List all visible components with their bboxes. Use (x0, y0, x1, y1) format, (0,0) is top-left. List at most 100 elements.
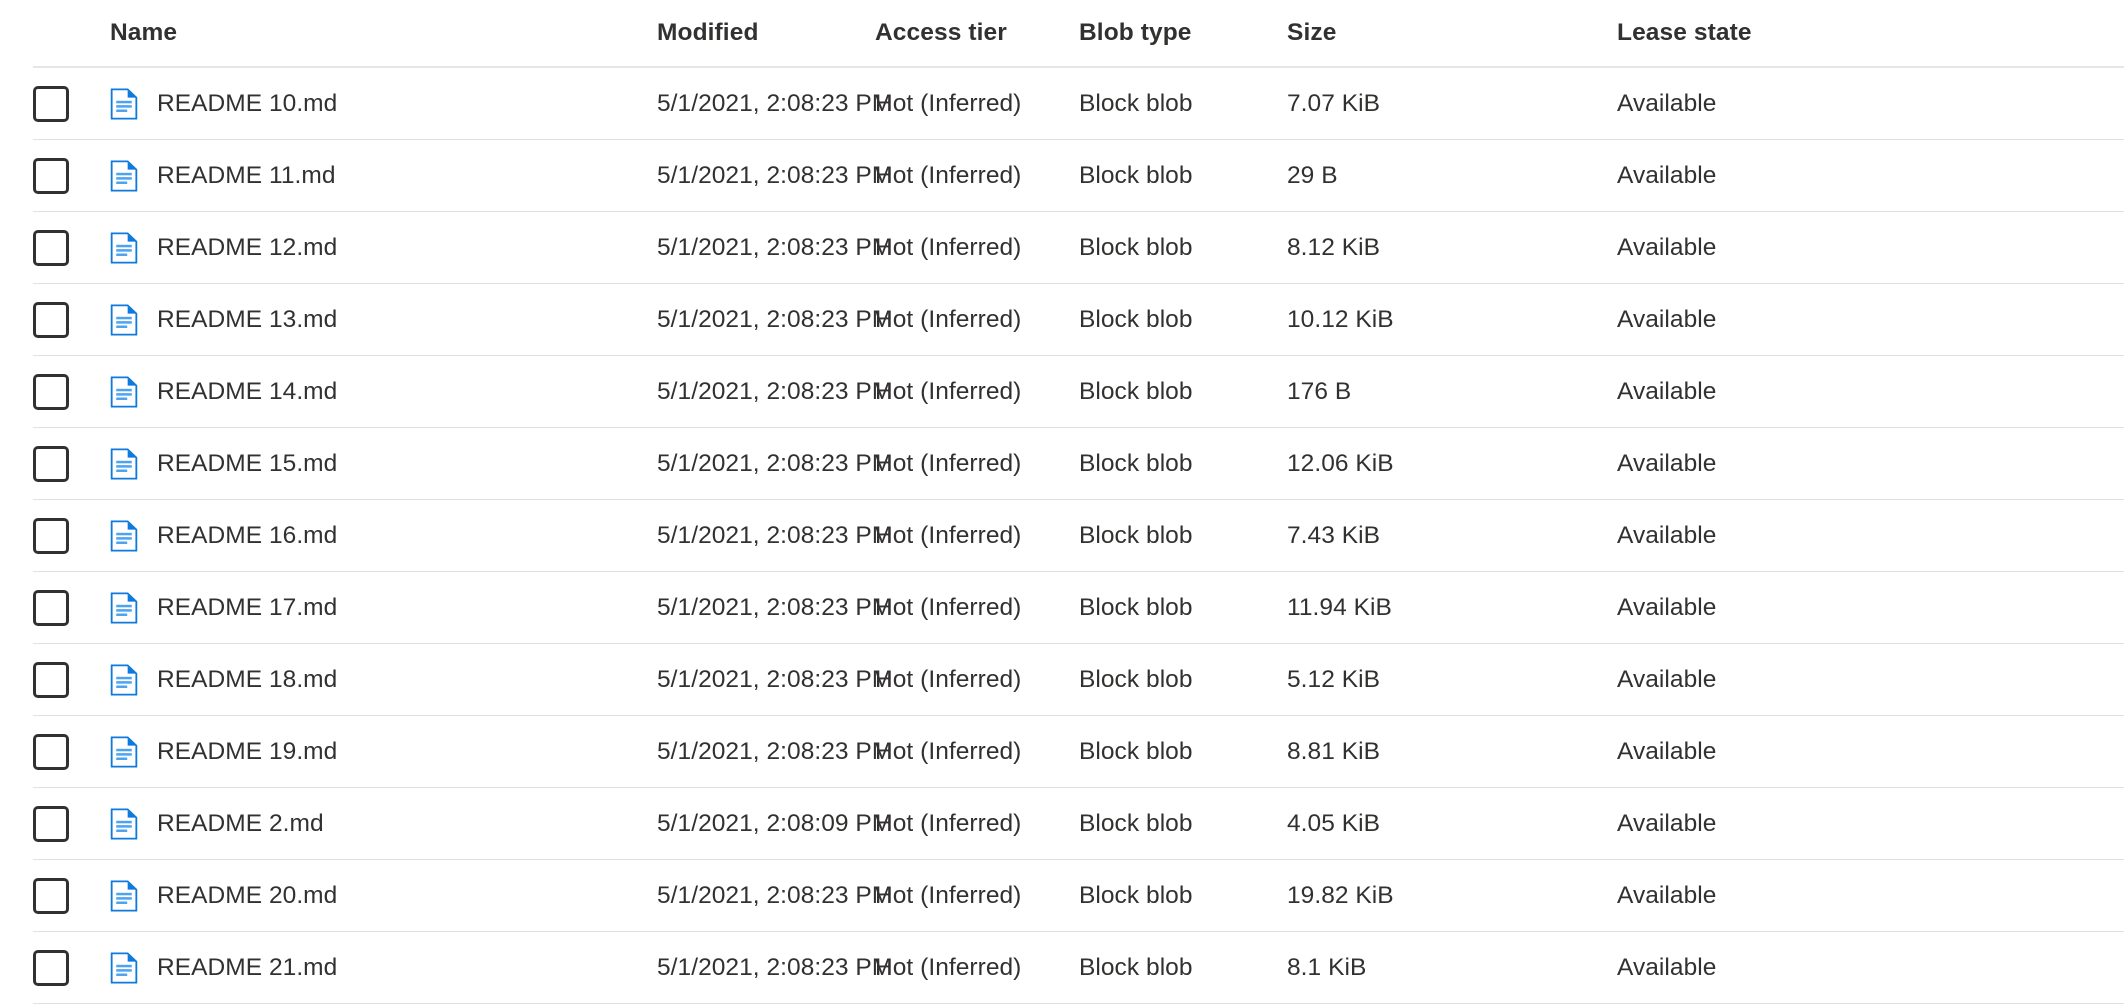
cell-name[interactable]: README 17.md (110, 591, 657, 624)
cell-name[interactable]: README 19.md (110, 735, 657, 768)
table-row[interactable]: README 2.md 5/1/2021, 2:08:09 PM Hot (Infe… (0, 788, 2124, 859)
file-name-link[interactable]: README 13.md (157, 305, 338, 333)
cell-modified: 5/1/2021, 2:08:09 PM (657, 809, 893, 837)
cell-access-tier: Hot (Inferred) (875, 665, 1022, 693)
cell-lease-state: Available (1617, 377, 1717, 405)
column-header-modified[interactable]: Modified (657, 19, 759, 46)
row-checkbox-cell[interactable] (33, 373, 78, 410)
row-divider (33, 715, 2124, 716)
column-header-blob-type[interactable]: Blob type (1079, 19, 1192, 46)
table-row[interactable]: README 18.md 5/1/2021, 2:08:23 PM Hot (Inf… (0, 644, 2124, 715)
row-checkbox-cell[interactable] (33, 517, 78, 554)
file-name-link[interactable]: README 21.md (157, 953, 338, 981)
cell-size: 11.94 KiB (1287, 593, 1392, 621)
cell-access-tier: Hot (Inferred) (875, 593, 1022, 621)
row-checkbox-cell[interactable] (33, 733, 78, 770)
table-row[interactable]: README 17.md 5/1/2021, 2:08:23 PM Hot (Inf… (0, 572, 2124, 643)
file-name-link[interactable]: README 14.md (157, 377, 338, 405)
cell-name[interactable]: README 14.md (110, 375, 657, 408)
cell-modified: 5/1/2021, 2:08:23 PM (657, 881, 893, 909)
file-name-link[interactable]: README 10.md (157, 89, 338, 117)
cell-name[interactable]: README 12.md (110, 231, 657, 264)
cell-blob-type: Block blob (1079, 233, 1193, 261)
cell-modified: 5/1/2021, 2:08:23 PM (657, 737, 893, 765)
row-select-checkbox[interactable] (33, 157, 69, 194)
cell-blob-type: Block blob (1079, 305, 1193, 333)
table-row[interactable]: README 11.md 5/1/2021, 2:08:23 PM Hot (Inf… (0, 140, 2124, 211)
table-row[interactable]: README 15.md 5/1/2021, 2:08:23 PM Hot (Inf… (0, 428, 2124, 499)
file-name-link[interactable]: README 15.md (157, 449, 338, 477)
row-select-checkbox[interactable] (33, 229, 69, 266)
cell-size: 8.81 KiB (1287, 737, 1381, 765)
cell-modified: 5/1/2021, 2:08:23 PM (657, 305, 893, 333)
table-row[interactable]: README 21.md 5/1/2021, 2:08:23 PM Hot (Inf… (0, 932, 2124, 1003)
column-header-name[interactable]: Name (110, 19, 178, 46)
cell-lease-state: Available (1617, 953, 1717, 981)
row-checkbox-cell[interactable] (33, 157, 78, 194)
file-name-link[interactable]: README 12.md (157, 233, 338, 261)
cell-blob-type: Block blob (1079, 953, 1193, 981)
row-select-checkbox[interactable] (33, 373, 69, 410)
markdown-file-icon (110, 375, 138, 408)
file-name-link[interactable]: README 19.md (157, 737, 338, 765)
cell-name[interactable]: README 2.md (110, 807, 657, 840)
file-name-link[interactable]: README 17.md (157, 593, 338, 621)
cell-size: 29 B (1287, 161, 1338, 189)
table-body: README 10.md 5/1/2021, 2:08:23 PM Hot (Inf… (0, 68, 2124, 1004)
cell-name[interactable]: README 21.md (110, 951, 657, 984)
markdown-file-icon (110, 735, 138, 768)
table-row[interactable]: README 14.md 5/1/2021, 2:08:23 PM Hot (Inf… (0, 356, 2124, 427)
row-select-checkbox[interactable] (33, 661, 69, 698)
row-select-checkbox[interactable] (33, 877, 69, 914)
file-name-link[interactable]: README 16.md (157, 521, 338, 549)
column-header-access-tier[interactable]: Access tier (875, 19, 1007, 46)
row-checkbox-cell[interactable] (33, 661, 78, 698)
cell-name[interactable]: README 15.md (110, 447, 657, 480)
table-row[interactable]: README 13.md 5/1/2021, 2:08:23 PM Hot (Inf… (0, 284, 2124, 355)
table-row[interactable]: README 16.md 5/1/2021, 2:08:23 PM Hot (Inf… (0, 500, 2124, 571)
file-name-link[interactable]: README 18.md (157, 665, 338, 693)
table-row[interactable]: README 20.md 5/1/2021, 2:08:23 PM Hot (Inf… (0, 860, 2124, 931)
row-checkbox-cell[interactable] (33, 805, 78, 842)
cell-name[interactable]: README 18.md (110, 663, 657, 696)
table-row[interactable]: README 10.md 5/1/2021, 2:08:23 PM Hot (Inf… (0, 68, 2124, 139)
markdown-file-icon (110, 807, 138, 840)
row-select-checkbox[interactable] (33, 85, 69, 122)
markdown-file-icon (110, 663, 138, 696)
file-name-link[interactable]: README 2.md (157, 809, 324, 837)
file-name-link[interactable]: README 11.md (157, 161, 336, 189)
cell-name[interactable]: README 16.md (110, 519, 657, 552)
row-select-checkbox[interactable] (33, 733, 69, 770)
cell-access-tier: Hot (Inferred) (875, 737, 1022, 765)
row-select-checkbox[interactable] (33, 445, 69, 482)
row-checkbox-cell[interactable] (33, 877, 78, 914)
row-select-checkbox[interactable] (33, 517, 69, 554)
cell-name[interactable]: README 11.md (110, 159, 657, 192)
row-checkbox-cell[interactable] (33, 229, 78, 266)
row-select-checkbox[interactable] (33, 301, 69, 338)
cell-size: 7.07 KiB (1287, 89, 1381, 117)
table-row[interactable]: README 19.md 5/1/2021, 2:08:23 PM Hot (Inf… (0, 716, 2124, 787)
cell-name[interactable]: README 20.md (110, 879, 657, 912)
cell-name[interactable]: README 13.md (110, 303, 657, 336)
row-select-checkbox[interactable] (33, 805, 69, 842)
row-checkbox-cell[interactable] (33, 949, 78, 986)
header-divider (33, 66, 2124, 68)
row-checkbox-cell[interactable] (33, 589, 78, 626)
file-name-link[interactable]: README 20.md (157, 881, 338, 909)
cell-size: 7.43 KiB (1287, 521, 1381, 549)
row-select-checkbox[interactable] (33, 949, 69, 986)
column-header-size[interactable]: Size (1287, 19, 1337, 46)
row-select-checkbox[interactable] (33, 589, 69, 626)
column-header-lease-state[interactable]: Lease state (1617, 19, 1752, 46)
row-checkbox-cell[interactable] (33, 301, 78, 338)
row-checkbox-cell[interactable] (33, 445, 78, 482)
cell-size: 8.1 KiB (1287, 953, 1367, 981)
cell-modified: 5/1/2021, 2:08:23 PM (657, 377, 893, 405)
table-row[interactable]: README 12.md 5/1/2021, 2:08:23 PM Hot (Inf… (0, 212, 2124, 283)
markdown-file-icon (110, 591, 138, 624)
cell-name[interactable]: README 10.md (110, 87, 657, 120)
cell-modified: 5/1/2021, 2:08:23 PM (657, 953, 893, 981)
markdown-file-icon (110, 87, 138, 120)
row-checkbox-cell[interactable] (33, 85, 78, 122)
